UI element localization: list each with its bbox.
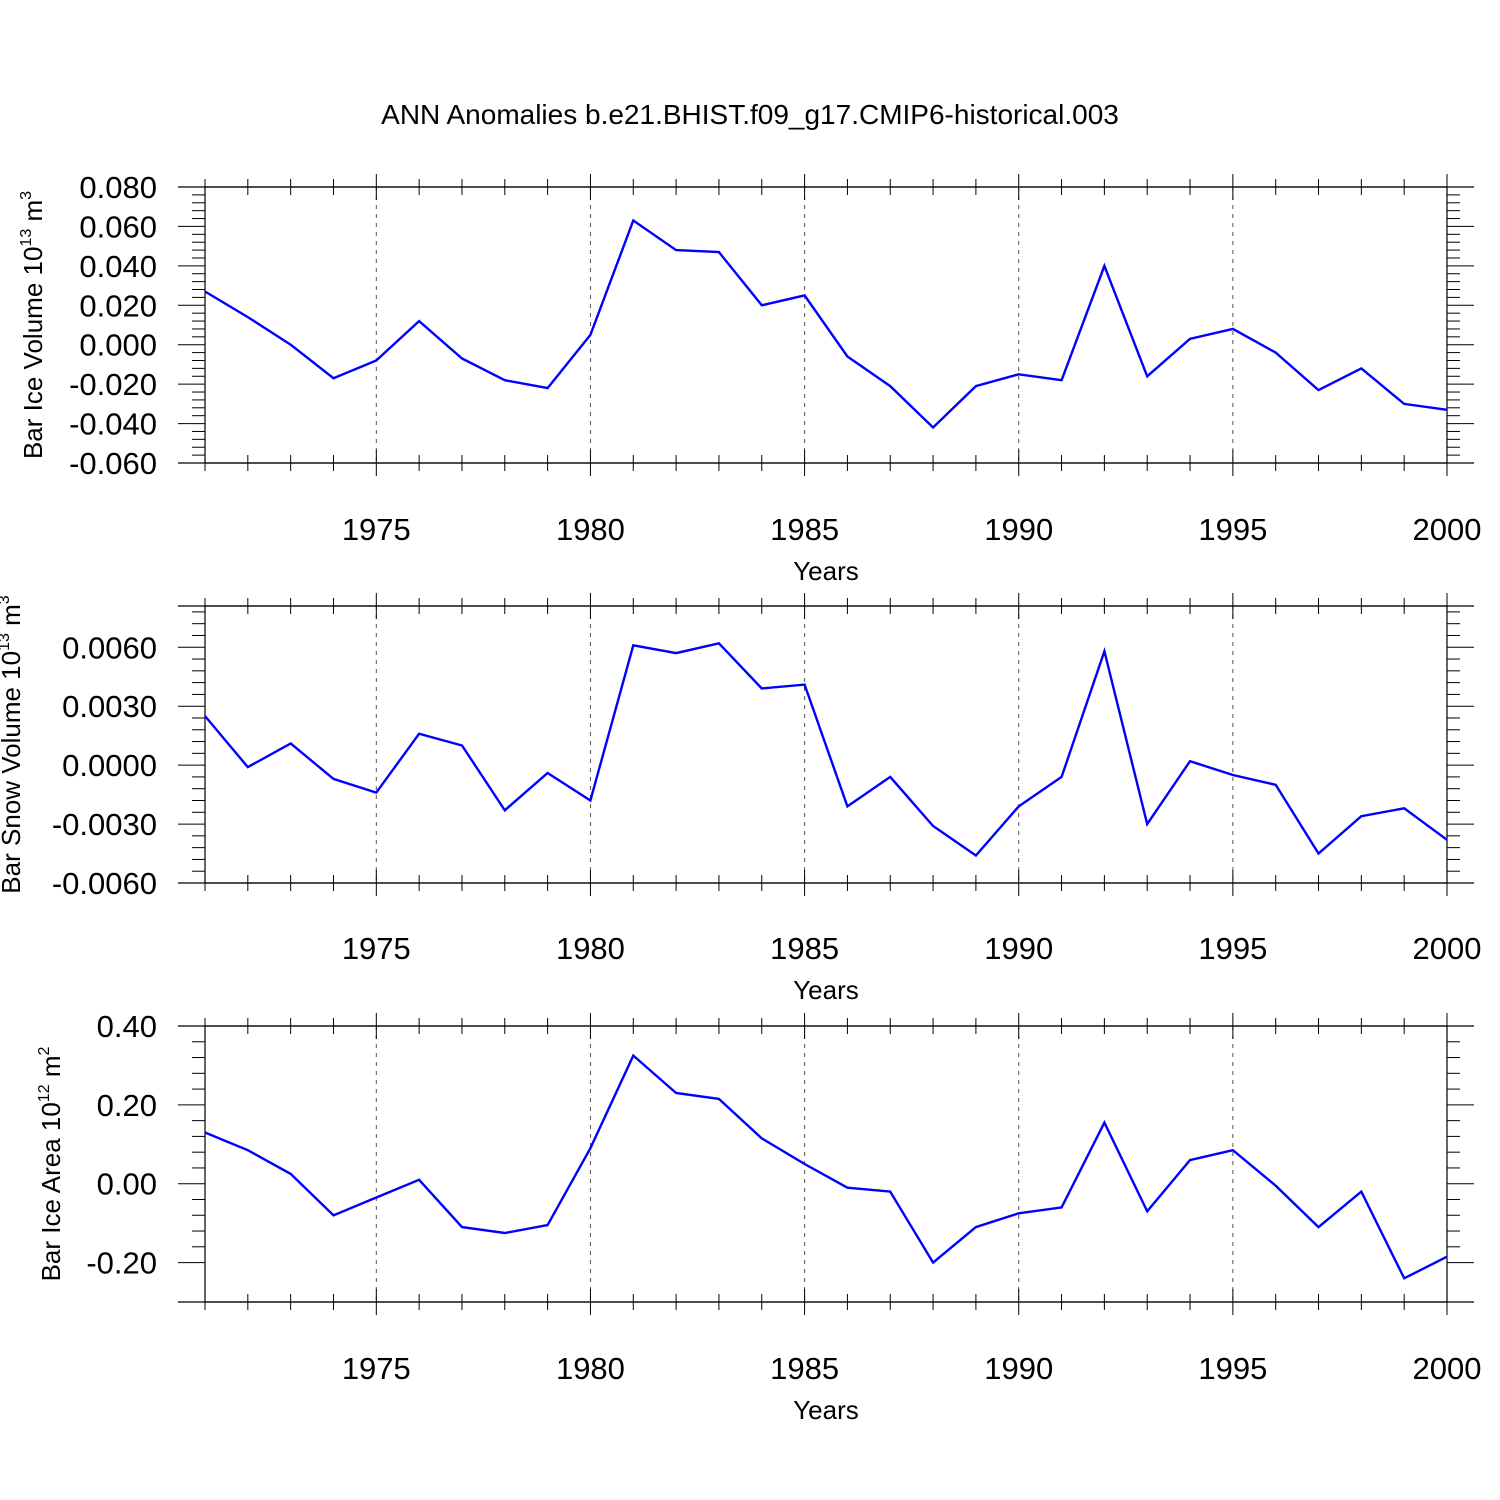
x-tick-label: 1990 [984, 512, 1053, 547]
panel-3: 1975 1980 1985 1990 1995 2000 -0.20 0.00 0.20 0.4… [36, 1009, 1481, 1425]
y-tick-label: 0.40 [97, 1009, 157, 1044]
series-line [204, 1053, 1448, 1280]
x-tick-label: 2000 [1413, 931, 1482, 966]
x-tick-label: 2000 [1413, 1351, 1482, 1386]
y-tick-label: -0.0030 [52, 807, 157, 842]
panel-1: 1975 1980 1985 1990 1995 2000 -0.060 -0.040 -0.0… [18, 170, 1481, 586]
figure-title: ANN Anomalies b.e21.BHIST.f09_g17.CMIP6-… [381, 99, 1119, 130]
y-tick-label: -0.060 [69, 446, 157, 481]
x-tick-label: 1985 [770, 1351, 839, 1386]
x-tick-label: 1980 [556, 512, 625, 547]
y-tick-label: 0.080 [79, 170, 157, 205]
x-tick-label: 1990 [984, 1351, 1053, 1386]
x-tick-label: 1975 [342, 1351, 411, 1386]
x-tick-label: 2000 [1413, 512, 1482, 547]
y-tick-label: -0.020 [69, 367, 157, 402]
x-tick-label: 1980 [556, 1351, 625, 1386]
x-tick-label: 1995 [1198, 931, 1267, 966]
y-tick-label: -0.20 [86, 1246, 157, 1281]
y-axis-title: Bar Snow Volume 1013 m3 [0, 595, 26, 894]
y-tick-label: 0.0060 [62, 630, 157, 665]
x-tick-label: 1975 [342, 931, 411, 966]
y-tick-label: 0.060 [79, 209, 157, 244]
y-tick-label: 0.0030 [62, 689, 157, 724]
panels-group: 1975 1980 1985 1990 1995 2000 -0.060 -0.040 -0.0… [0, 170, 1481, 1425]
panel-2: 1975 1980 1985 1990 1995 2000 -0.0060 -0.0030 0.… [0, 593, 1481, 1005]
y-tick-label: 0.040 [79, 249, 157, 284]
x-axis-title: Years [793, 556, 859, 586]
x-tick-label: 1990 [984, 931, 1053, 966]
y-tick-label: -0.0060 [52, 866, 157, 901]
x-tick-label: 1985 [770, 931, 839, 966]
y-tick-label: 0.00 [97, 1167, 157, 1202]
x-axis-title: Years [793, 1395, 859, 1425]
y-axis-title: Bar Ice Volume 1013 m3 [18, 191, 48, 459]
y-axis-title: Bar Ice Area 1012 m2 [36, 1046, 66, 1281]
series-line [204, 218, 1448, 430]
x-tick-label: 1975 [342, 512, 411, 547]
x-tick-label: 1985 [770, 512, 839, 547]
x-axis-title: Years [793, 975, 859, 1005]
plot-frame [204, 1025, 1448, 1303]
x-tick-label: 1995 [1198, 512, 1267, 547]
y-tick-label: 0.20 [97, 1088, 157, 1123]
y-tick-label: 0.000 [79, 328, 157, 363]
y-tick-label: 0.0000 [62, 748, 157, 783]
x-tick-label: 1980 [556, 931, 625, 966]
x-tick-label: 1995 [1198, 1351, 1267, 1386]
y-tick-label: 0.020 [79, 288, 157, 323]
y-tick-label: -0.040 [69, 407, 157, 442]
series-line [204, 641, 1448, 858]
